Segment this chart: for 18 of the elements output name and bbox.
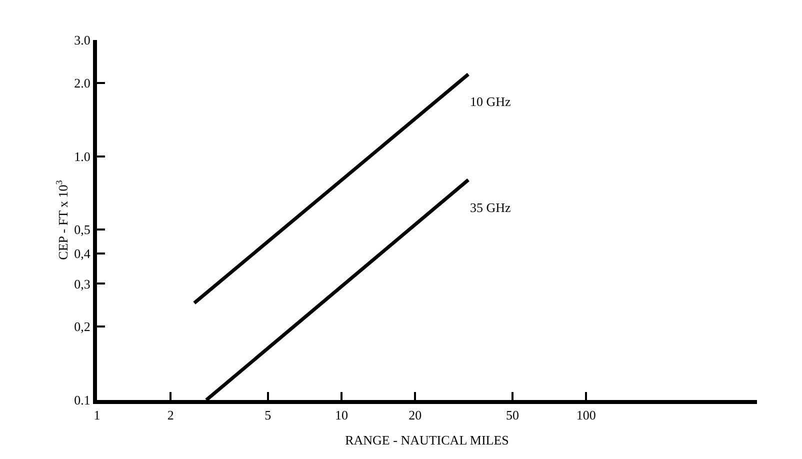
y-tick-label: 2.0 [74, 75, 90, 90]
y-tick-label: 0,4 [74, 246, 91, 261]
series-label: 35 GHz [470, 200, 512, 215]
x-axis-title: RANGE - NAUTICAL MILES [345, 432, 509, 448]
x-tick-label: 50 [506, 408, 519, 423]
x-tick-label: 10 [335, 408, 348, 423]
y-tick-label: 3.0 [74, 32, 90, 48]
x-tick-label: 5 [264, 408, 272, 423]
y-tick-label: 0,2 [74, 319, 90, 334]
x-tick-label: 100 [576, 408, 596, 423]
x-tick-label: 1 [94, 408, 100, 423]
x-tick-label: 2 [167, 408, 174, 423]
x-tick-label: 20 [408, 408, 422, 423]
y-tick-label: 1.0 [74, 148, 90, 164]
y-tick-label: 0,3 [74, 276, 90, 292]
y-tick-label: 0,5 [74, 222, 90, 238]
series-label: 10 GHz [470, 94, 512, 109]
y-tick-label: 0.1 [74, 392, 90, 408]
